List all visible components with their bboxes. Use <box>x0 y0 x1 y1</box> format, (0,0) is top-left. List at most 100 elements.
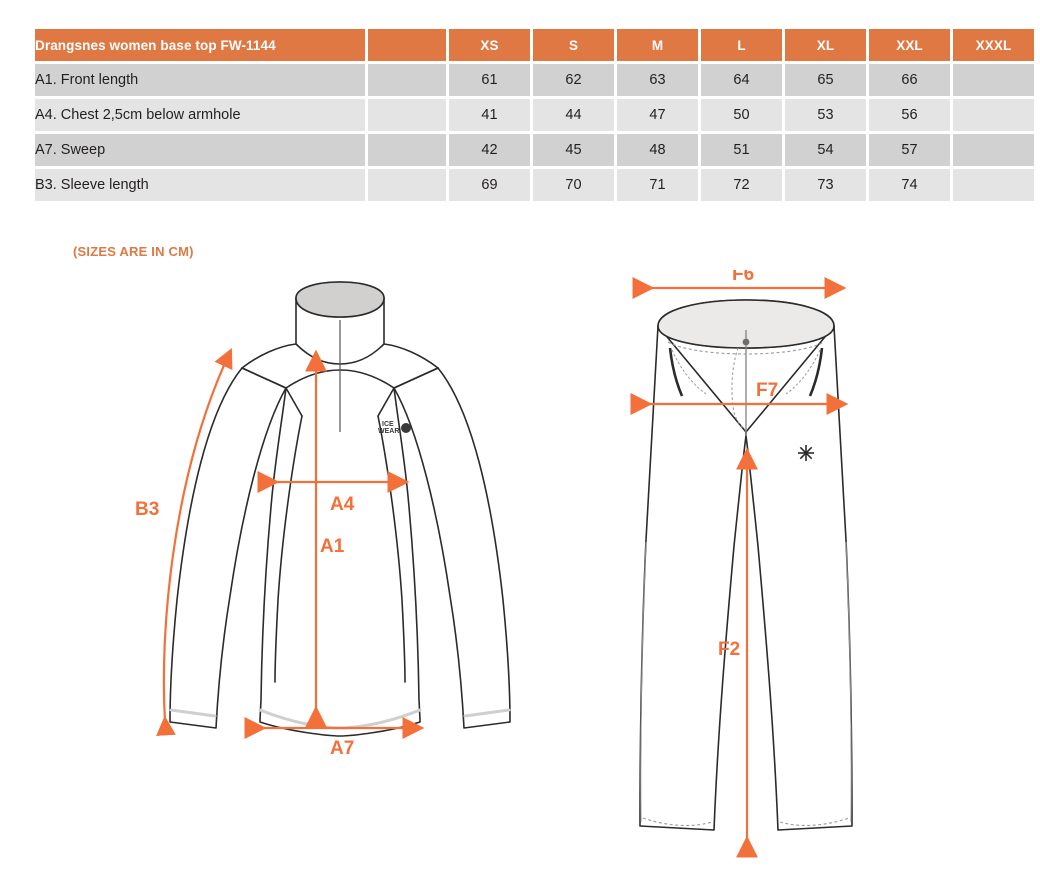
table-header-row: Drangsnes women base top FW-1144 XS S M … <box>35 29 1034 61</box>
left-leg <box>639 325 747 831</box>
left-pocket-stitch <box>671 349 707 395</box>
measurement-value: 65 <box>785 64 866 96</box>
size-chart-table-container: Drangsnes women base top FW-1144 XS S M … <box>32 26 1034 204</box>
measurement-value: 66 <box>869 64 950 96</box>
measurement-value: 71 <box>617 169 698 201</box>
measure-a1: A1 <box>305 349 345 728</box>
measurement-value: 73 <box>785 169 866 201</box>
right-cuff <box>463 708 511 718</box>
measurement-value: 61 <box>449 64 530 96</box>
a4-label: A4 <box>330 494 355 515</box>
measurement-value <box>953 169 1034 201</box>
measurement-value: 45 <box>533 134 614 166</box>
f2-label: F2 <box>718 639 740 660</box>
left-leg-seam <box>640 541 647 823</box>
measurement-value: 47 <box>617 99 698 131</box>
right-leg-seam <box>845 541 852 823</box>
measurement-value: 64 <box>701 64 782 96</box>
measurement-value: 50 <box>701 99 782 131</box>
size-header-l: L <box>701 29 782 61</box>
left-shoulder-seam <box>241 367 303 417</box>
measurement-value: 54 <box>785 134 866 166</box>
measure-b3: B3 <box>135 348 233 736</box>
measurement-value: 63 <box>617 64 698 96</box>
size-header-xxl: XXL <box>869 29 950 61</box>
measure-f7: F7 <box>630 380 849 415</box>
f7-label: F7 <box>756 380 778 401</box>
row-spacer-cell <box>368 99 446 131</box>
row-spacer-cell <box>368 134 446 166</box>
measure-a4: A4 <box>257 471 410 515</box>
right-shoulder-top <box>383 343 439 369</box>
measure-f6: F6 <box>632 270 847 299</box>
left-armhole-seam <box>274 415 303 683</box>
measure-a7: A7 <box>244 717 425 759</box>
table-row: A1. Front length 61 62 63 64 65 66 <box>35 64 1034 96</box>
waistband-opening <box>657 299 835 349</box>
measurement-value: 72 <box>701 169 782 201</box>
table-body: A1. Front length 61 62 63 64 65 66 A4. C… <box>35 64 1034 201</box>
size-chart-table: Drangsnes women base top FW-1144 XS S M … <box>32 26 1037 204</box>
measurement-value: 53 <box>785 99 866 131</box>
size-header-s: S <box>533 29 614 61</box>
measure-f2: F2 <box>718 447 758 858</box>
measurement-value: 74 <box>869 169 950 201</box>
a7-label: A7 <box>330 738 354 759</box>
measurement-value: 48 <box>617 134 698 166</box>
measurement-value <box>953 134 1034 166</box>
row-spacer-cell <box>368 169 446 201</box>
measurement-value: 70 <box>533 169 614 201</box>
snowflake-icon <box>798 445 814 461</box>
base-pants-illustration: F6 F7 F2 <box>630 270 853 858</box>
measurement-value: 41 <box>449 99 530 131</box>
measurement-label: A1. Front length <box>35 64 365 96</box>
left-pocket-opening <box>668 347 684 397</box>
measurement-label: B3. Sleeve length <box>35 169 365 201</box>
measurement-value: 42 <box>449 134 530 166</box>
units-note: (SIZES ARE IN CM) <box>73 244 194 259</box>
snowflake-icon <box>401 423 411 433</box>
top-garment-outline <box>169 281 511 737</box>
b3-label: B3 <box>135 499 159 520</box>
measurement-value: 56 <box>869 99 950 131</box>
right-leg <box>745 325 853 831</box>
size-header-xxxl: XXXL <box>953 29 1034 61</box>
left-hem-stitch <box>642 817 713 826</box>
table-header: Drangsnes women base top FW-1144 XS S M … <box>35 29 1034 61</box>
right-shoulder-seam <box>377 367 439 417</box>
size-header-xl: XL <box>785 29 866 61</box>
table-row: B3. Sleeve length 69 70 71 72 73 74 <box>35 169 1034 201</box>
base-top-illustration: ICE WEAR B3 A4 A1 <box>135 281 511 759</box>
logo-text-line2: WEAR <box>378 428 399 435</box>
measurement-value <box>953 64 1034 96</box>
f6-label: F6 <box>732 270 754 285</box>
measurement-value <box>953 99 1034 131</box>
collar-opening <box>295 281 385 318</box>
pants-outline <box>639 299 853 831</box>
row-spacer-cell <box>368 64 446 96</box>
product-title-header: Drangsnes women base top FW-1144 <box>35 29 365 61</box>
garment-illustrations: ICE WEAR B3 A4 A1 <box>0 270 1040 890</box>
measurement-value: 62 <box>533 64 614 96</box>
size-header-xs: XS <box>449 29 530 61</box>
measurement-value: 44 <box>533 99 614 131</box>
header-spacer-cell <box>368 29 446 61</box>
logo-text-line1: ICE <box>382 421 394 428</box>
b3-arrow <box>156 348 233 736</box>
yoke-stitch <box>667 341 825 355</box>
right-armhole-seam <box>377 415 406 683</box>
waist-button-icon <box>742 338 750 346</box>
measurement-value: 51 <box>701 134 782 166</box>
right-pocket-stitch <box>785 349 821 395</box>
a1-label: A1 <box>320 536 345 557</box>
left-shoulder-top <box>241 343 297 369</box>
measurement-value: 69 <box>449 169 530 201</box>
brand-logo: ICE WEAR <box>378 421 411 435</box>
fly-stitch <box>731 347 747 431</box>
right-sleeve <box>393 367 511 729</box>
right-pocket-opening <box>808 347 824 397</box>
size-header-m: M <box>617 29 698 61</box>
measurement-label: A4. Chest 2,5cm below armhole <box>35 99 365 131</box>
table-row: A7. Sweep 42 45 48 51 54 57 <box>35 134 1034 166</box>
measurement-value: 57 <box>869 134 950 166</box>
